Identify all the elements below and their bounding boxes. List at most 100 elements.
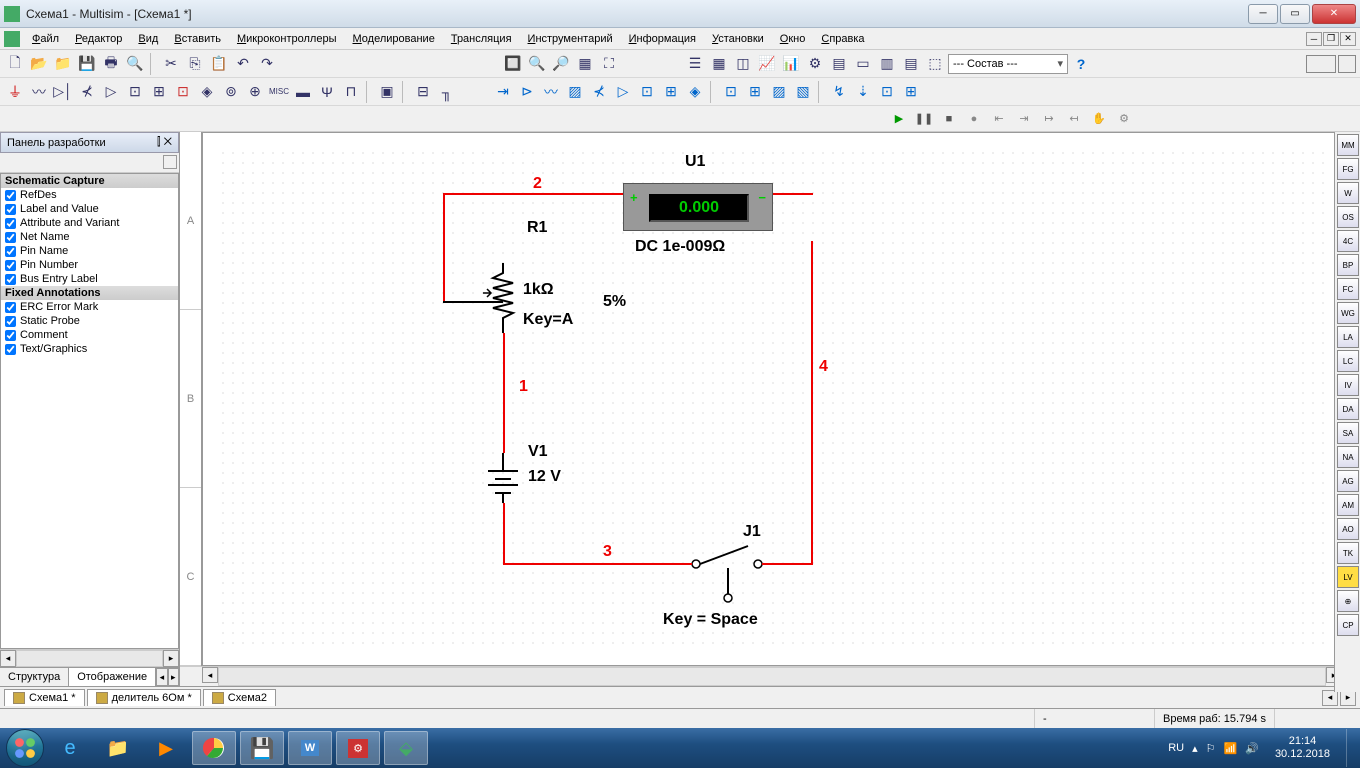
ag-scope-icon[interactable]: AO [1337, 518, 1359, 540]
network-icon[interactable]: NA [1337, 446, 1359, 468]
labview1-icon[interactable]: LV [1337, 566, 1359, 588]
task-explorer[interactable]: 📁 [96, 731, 140, 765]
mdi-restore[interactable]: ❐ [1323, 32, 1339, 46]
tray-clock[interactable]: 21:14 30.12.2018 [1267, 735, 1338, 761]
meas-q-icon[interactable]: ▧ [792, 81, 814, 103]
vis-pin-name[interactable]: Pin Name [1, 244, 178, 258]
scope4-icon[interactable]: 4C [1337, 230, 1359, 252]
logic-conv-icon[interactable]: LC [1337, 350, 1359, 372]
help-icon[interactable]: ? [1070, 53, 1092, 75]
zoom-in-icon[interactable]: 🔍 [526, 53, 548, 75]
menu-информация[interactable]: Информация [621, 31, 704, 47]
sim-switch-on[interactable] [1306, 55, 1336, 73]
doc-tab-2[interactable]: Схема2 [203, 689, 276, 706]
vis-comment[interactable]: Comment [1, 328, 178, 342]
wattmeter-icon[interactable]: W [1337, 182, 1359, 204]
tray-flag-icon[interactable]: ▴ [1192, 742, 1198, 755]
rf-icon[interactable]: Ψ [316, 81, 338, 103]
logic-an-icon[interactable]: LA [1337, 326, 1359, 348]
labview2-icon[interactable]: ⊕ [1337, 590, 1359, 612]
pin-icon[interactable]: ⫿ ✕ [157, 136, 172, 149]
inuse-combo[interactable]: --- Состав --- [948, 54, 1068, 74]
forward-annotate-icon[interactable]: ▤ [900, 53, 922, 75]
distortion-icon[interactable]: DA [1337, 398, 1359, 420]
ag-funcgen-icon[interactable]: AG [1337, 470, 1359, 492]
panel-tool-icon[interactable] [163, 155, 177, 169]
parent-icon[interactable]: ⬚ [924, 53, 946, 75]
step-into-icon[interactable]: ⇤ [988, 108, 1010, 130]
mixed-icon[interactable]: ◈ [196, 81, 218, 103]
funcgen-icon[interactable]: FG [1337, 158, 1359, 180]
show-desktop[interactable] [1346, 729, 1354, 767]
component-j1[interactable] [688, 528, 778, 608]
task-multisim[interactable]: ⬙ [384, 731, 428, 765]
probe-i-icon[interactable]: ⇣ [852, 81, 874, 103]
wire-v1-bottom[interactable] [503, 503, 505, 563]
redo-icon[interactable]: ↷ [256, 53, 278, 75]
virt-analog-icon[interactable]: ▷ [612, 81, 634, 103]
scope-icon[interactable]: OS [1337, 206, 1359, 228]
breakpoint-icon[interactable]: ✋ [1088, 108, 1110, 130]
component-v1[interactable] [478, 453, 528, 503]
wire-net2-left[interactable] [443, 193, 623, 195]
maximize-button[interactable]: ▭ [1280, 4, 1310, 24]
menu-микроконтроллеры[interactable]: Микроконтроллеры [229, 31, 345, 47]
wire-j1-right[interactable] [763, 563, 813, 565]
task-save[interactable]: 💾 [240, 731, 284, 765]
vis-bus-entry-label[interactable]: Bus Entry Label [1, 272, 178, 286]
zoom-out-icon[interactable]: 🔎 [550, 53, 572, 75]
menu-вставить[interactable]: Вставить [166, 31, 229, 47]
current-probe-icon[interactable]: CP [1337, 614, 1359, 636]
grid-icon[interactable]: ▦ [708, 53, 730, 75]
meas-i-icon[interactable]: ⊞ [744, 81, 766, 103]
iv-icon[interactable]: IV [1337, 374, 1359, 396]
tray-volume-icon[interactable]: 🔊 [1245, 742, 1259, 755]
new-icon[interactable]: 🗋 [4, 53, 26, 75]
task-app1[interactable]: ⚙ [336, 731, 380, 765]
bode-icon[interactable]: BP [1337, 254, 1359, 276]
virt-trans-icon[interactable]: ⊀ [588, 81, 610, 103]
undo-icon[interactable]: ↶ [232, 53, 254, 75]
menu-инструментарий[interactable]: Инструментарий [520, 31, 621, 47]
probe-v-icon[interactable]: ↯ [828, 81, 850, 103]
wordgen-icon[interactable]: WG [1337, 302, 1359, 324]
vis-attribute-and-variant[interactable]: Attribute and Variant [1, 216, 178, 230]
virt-source-icon[interactable]: ⇥ [492, 81, 514, 103]
doc-tab-0[interactable]: Схема1 * [4, 689, 85, 706]
hierarchy-icon[interactable]: ⊟ [412, 81, 434, 103]
tray-lang[interactable]: RU [1168, 742, 1184, 754]
mdi-minimize[interactable]: ─ [1306, 32, 1322, 46]
indicator-icon[interactable]: ⊚ [220, 81, 242, 103]
virt-signal-icon[interactable]: ⊳ [516, 81, 538, 103]
cmos-icon[interactable]: ⊞ [148, 81, 170, 103]
vis-static-probe[interactable]: Static Probe [1, 314, 178, 328]
open2-icon[interactable]: 📁 [52, 53, 74, 75]
menu-установки[interactable]: Установки [704, 31, 772, 47]
task-chrome[interactable] [192, 731, 236, 765]
doc-tab-1[interactable]: делитель 6Ом * [87, 689, 201, 706]
misc-dig-icon[interactable]: ⊡ [172, 81, 194, 103]
vis-pin-number[interactable]: Pin Number [1, 258, 178, 272]
ag-multi-icon[interactable]: AM [1337, 494, 1359, 516]
menu-вид[interactable]: Вид [130, 31, 166, 47]
start-button[interactable] [6, 729, 44, 767]
record-button[interactable]: ● [963, 108, 985, 130]
wire-net2-right[interactable] [773, 193, 813, 195]
vis-erc-error-mark[interactable]: ERC Error Mark [1, 300, 178, 314]
postproc-icon[interactable]: ⚙ [804, 53, 826, 75]
schematic-canvas[interactable]: + − 0.000 U1 DC 1e-009Ω R1 1kΩ Key=A 5% … [202, 132, 1342, 666]
electromech-icon[interactable]: ⊓ [340, 81, 362, 103]
minimize-button[interactable]: ─ [1248, 4, 1278, 24]
diode-icon[interactable]: ▷│ [52, 81, 74, 103]
vis-text/graphics[interactable]: Text/Graphics [1, 342, 178, 356]
menu-трансляция[interactable]: Трансляция [443, 31, 520, 47]
ttl-icon[interactable]: ⊡ [124, 81, 146, 103]
zoom-area-icon[interactable]: ▦ [574, 53, 596, 75]
sim-switch-off[interactable] [1338, 55, 1356, 73]
menu-файл[interactable]: Файл [24, 31, 67, 47]
component-u1[interactable]: + − 0.000 [623, 183, 773, 231]
tab-visibility[interactable]: Отображение [69, 668, 156, 686]
zoom-full-icon[interactable]: ⛶ [598, 53, 620, 75]
vis-net-name[interactable]: Net Name [1, 230, 178, 244]
wire-net3[interactable] [503, 563, 693, 565]
